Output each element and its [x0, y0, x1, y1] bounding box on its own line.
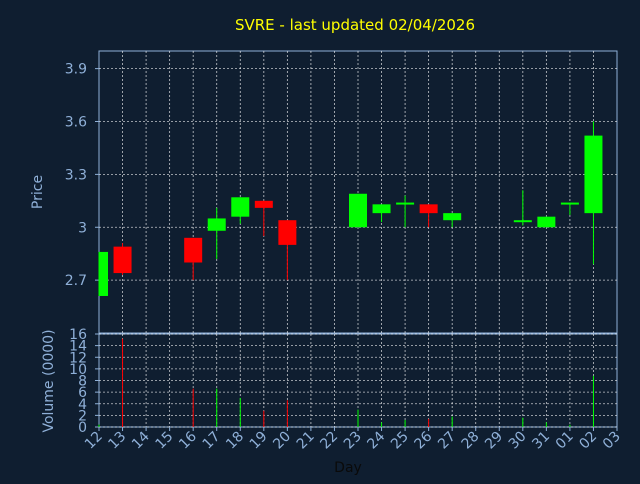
- x-tick-label: 02: [576, 429, 600, 453]
- x-tick-label: 31: [529, 429, 553, 453]
- chart-title: SVRE - last updated 02/04/2026: [235, 16, 475, 34]
- candle-body: [254, 200, 273, 208]
- x-tick-label: 20: [270, 429, 294, 453]
- x-tick-label: 19: [247, 429, 271, 453]
- x-tick-label: 24: [364, 428, 388, 452]
- x-tick-label: 30: [506, 429, 530, 453]
- candle-body: [443, 213, 462, 221]
- candle-body: [278, 220, 297, 245]
- price-tick-label: 3.3: [65, 167, 87, 183]
- candle-body: [537, 216, 556, 228]
- x-tick-label: 18: [223, 429, 247, 453]
- candle-body: [207, 218, 226, 231]
- x-tick-label: 22: [317, 429, 341, 453]
- x-tick-label: 21: [294, 429, 318, 453]
- x-tick-label: 17: [200, 429, 224, 453]
- price-tick-label: 3.6: [65, 115, 87, 131]
- candle-body: [513, 220, 532, 223]
- x-tick-label: 13: [105, 429, 129, 453]
- x-tick-label: 26: [412, 428, 436, 452]
- volume-tick-label: 6: [78, 385, 87, 401]
- x-tick-label: 15: [153, 429, 177, 453]
- candle-body: [396, 202, 415, 205]
- price-axis-label: Price: [30, 175, 46, 209]
- volume-tick-label: 8: [78, 374, 87, 390]
- candle-body: [584, 135, 603, 214]
- x-tick-label: 29: [482, 429, 506, 453]
- volume-tick-label: 0: [78, 420, 87, 436]
- candle-body: [419, 204, 438, 214]
- price-tick-label: 2.7: [65, 273, 87, 289]
- volume-tick-label: 16: [69, 327, 87, 343]
- x-tick-label: 25: [388, 429, 412, 453]
- x-tick-label: 14: [129, 428, 153, 452]
- x-tick-label: 28: [459, 429, 483, 453]
- candle-body: [113, 246, 132, 274]
- price-tick-label: 3.9: [65, 62, 87, 78]
- x-tick-label: 27: [435, 429, 459, 453]
- x-tick-label: 03: [600, 429, 624, 453]
- candle-body: [372, 204, 391, 214]
- x-tick-label: 01: [553, 429, 577, 453]
- volume-tick-label: 12: [69, 350, 87, 366]
- volume-tick-label: 14: [69, 339, 87, 355]
- x-tick-label: 23: [341, 429, 365, 453]
- candle-body: [349, 193, 367, 228]
- candle-body: [231, 197, 250, 217]
- x-tick-label: 16: [176, 428, 200, 452]
- x-axis-label: Day: [334, 460, 362, 476]
- price-tick-label: 3: [78, 220, 87, 236]
- volume-tick-label: 2: [78, 408, 87, 424]
- candle-body: [184, 237, 203, 263]
- candle-body: [99, 251, 108, 296]
- volume-axis-label: Volume (0000): [41, 329, 57, 432]
- volume-tick-label: 4: [78, 397, 87, 413]
- candle-body: [560, 202, 579, 205]
- volume-tick-label: 10: [69, 362, 87, 378]
